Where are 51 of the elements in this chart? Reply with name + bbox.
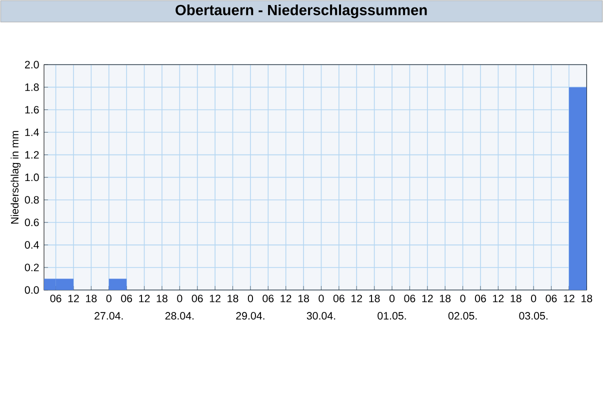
text: 30.04. (306, 312, 336, 320)
x-tick-label: 06 (474, 294, 486, 302)
x-tick-label: 12 (564, 294, 574, 302)
x-tick-label: 18 (228, 294, 238, 302)
y-tick-label: 0.0 (24, 286, 39, 294)
x-tick-label: 18 (510, 294, 522, 302)
text: 28.04. (165, 312, 194, 320)
x-tick-label: 06 (333, 294, 344, 302)
x-tick-label: 12 (422, 294, 433, 302)
y-tick-label: 2.0 (25, 60, 39, 68)
x-tick-label: 0 (248, 294, 254, 302)
y-tick-label: 0.2 (24, 264, 39, 272)
x-tick-label: 0 (106, 294, 112, 302)
x-tick-label: 0 (460, 294, 466, 302)
x-tick-label: 12 (139, 294, 150, 302)
x-tick-label: 06 (262, 294, 274, 302)
x-tick-label: 12 (210, 294, 220, 302)
x-tick-label: 12 (68, 294, 79, 302)
text: 02.05. (448, 312, 477, 320)
y-tick-label: 1.2 (25, 151, 39, 159)
y-tick-label: 0.6 (24, 218, 39, 226)
y-tick-label: 1.0 (25, 174, 39, 182)
chart-title: Obertauern - Niederschlagssummen (176, 4, 427, 18)
x-tick-label: 0 (177, 294, 182, 302)
x-tick-label: 06 (50, 294, 62, 302)
y-tick-label: 0.4 (24, 241, 39, 249)
text: 27.04. (94, 312, 123, 320)
x-tick-label: 18 (440, 294, 451, 302)
y-tick-label: 1.6 (25, 106, 39, 114)
x-tick-label: 06 (546, 294, 557, 302)
x-tick-label: 0 (531, 294, 536, 302)
x-tick-label: 06 (404, 294, 416, 302)
x-tick-label: 18 (582, 294, 592, 302)
text: 03.05. (519, 312, 548, 320)
x-tick-label: 06 (192, 294, 203, 302)
x-tick-label: 18 (298, 294, 309, 302)
x-tick-label: 18 (86, 294, 97, 302)
text: 01.05. (378, 312, 406, 320)
x-tick-label: 06 (121, 294, 132, 302)
text: 29.04. (236, 312, 264, 320)
x-tick-label: 0 (389, 294, 395, 302)
y-axis-title: Niederschlag in mm (10, 130, 21, 224)
x-tick-label: 18 (156, 294, 168, 302)
x-tick-label: 0 (318, 294, 324, 302)
x-tick-label: 18 (369, 294, 380, 302)
x-tick-label: 12 (493, 294, 504, 302)
y-tick-label: 0.8 (24, 196, 39, 204)
x-tick-label: 12 (352, 294, 362, 302)
y-tick-label: 1.8 (25, 83, 39, 91)
y-tick-label: 1.4 (25, 128, 39, 136)
x-tick-label: 12 (280, 294, 292, 302)
